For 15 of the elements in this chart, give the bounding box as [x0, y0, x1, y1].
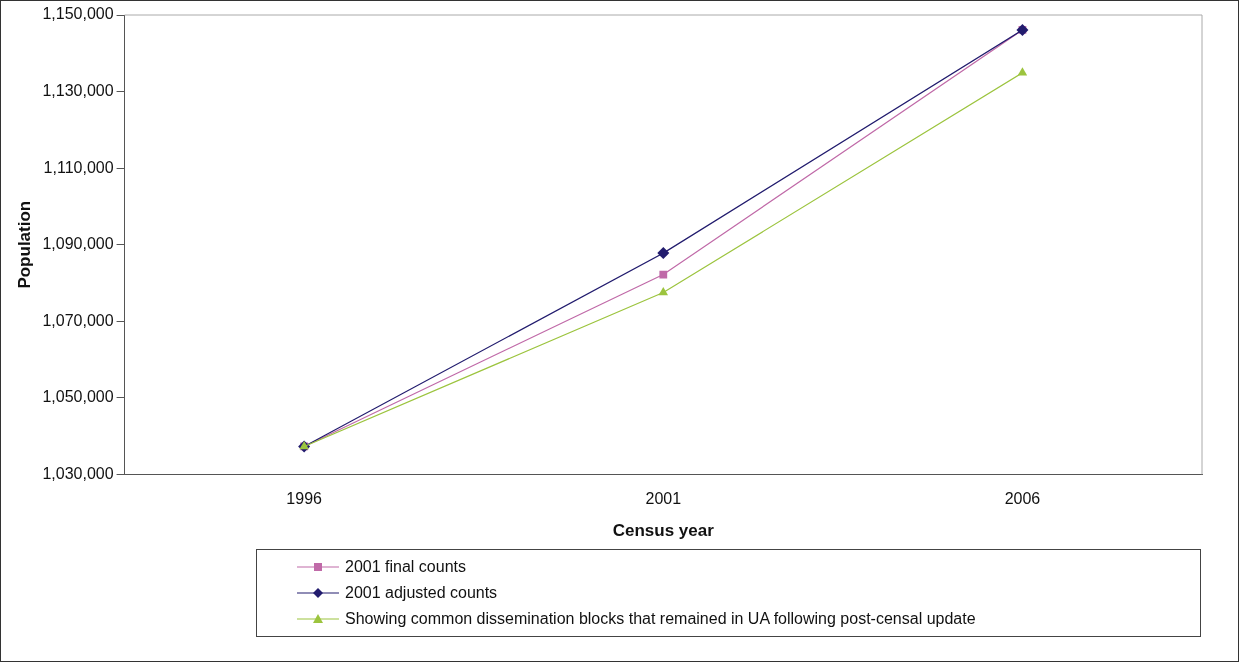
legend-label: 2001 adjusted counts [345, 584, 498, 602]
x-axis-title: Census year [612, 521, 715, 541]
y-tick-label: 1,070,000 [42, 311, 114, 329]
legend-label: Showing common dissemination blocks that remained in UA following post-censal update [345, 610, 976, 628]
legend-label: 2001 final counts [345, 558, 466, 576]
y-tick-label: 1,050,000 [42, 388, 114, 406]
x-tick-label: 2006 [1004, 490, 1041, 508]
x-tick-label: 2001 [645, 490, 682, 508]
y-tick-label: 1,090,000 [42, 235, 114, 253]
y-tick-label: 1,030,000 [42, 464, 114, 482]
y-tick-label: 1,150,000 [42, 5, 114, 23]
y-tick-label: 1,130,000 [42, 81, 114, 99]
y-axis-title: Population [14, 200, 34, 289]
y-tick-label: 1,110,000 [43, 158, 114, 176]
x-tick-label: 1996 [286, 490, 323, 508]
